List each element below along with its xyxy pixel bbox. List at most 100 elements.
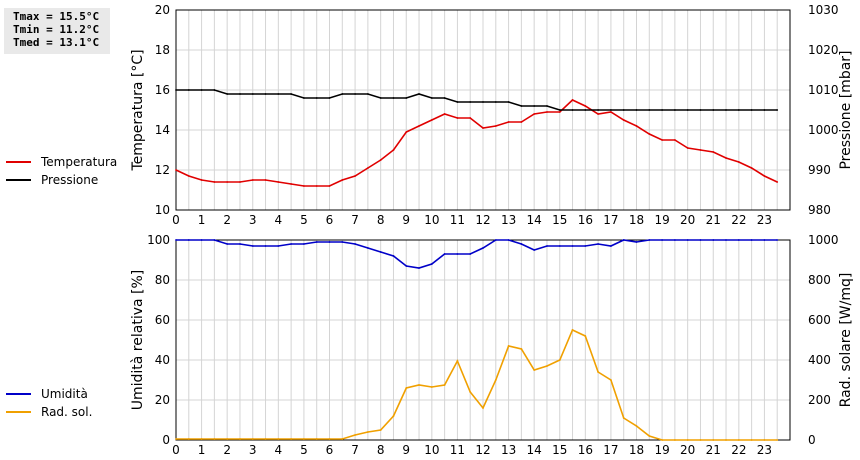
x-tick-label: 22 [731,213,746,227]
y-axis-title-right: Pressione [mbar] [838,50,854,169]
y-tick-label-right: 800 [808,273,831,287]
data-point-temperatura [392,149,395,151]
data-point-temperatura [686,147,689,149]
data-point-pressione [661,109,663,111]
data-point-temperatura [661,139,663,141]
data-point-rad-sol [392,415,395,417]
data-point-temperatura [482,127,484,129]
data-point-umidit [379,251,382,253]
x-tick-label: 7 [351,213,359,227]
data-point-rad-sol [239,438,241,440]
data-point-temperatura [187,175,190,177]
x-tick-label: 23 [757,213,772,227]
data-point-umidit [546,245,548,247]
stats-box: Tmax = 15.5°C Tmin = 11.2°C Tmed = 13.1°… [4,8,110,54]
data-point-rad-sol [303,438,305,440]
data-point-pressione [315,97,318,99]
data-point-temperatura [558,111,561,113]
data-point-umidit [635,241,638,243]
data-point-pressione [635,109,638,111]
data-point-rad-sol [661,439,663,441]
data-point-pressione [443,97,446,99]
data-point-rad-sol [290,438,292,440]
x-tick-label: 21 [706,443,721,457]
y-tick-label-left: 18 [155,43,170,57]
data-point-temperatura [712,151,715,153]
legend-swatch-umidita [6,393,31,395]
legend-item-rad-sol: Rad. sol. [6,404,92,420]
legend-item-temperatura: Temperatura [6,154,117,170]
data-point-temperatura [533,113,536,115]
x-tick-label: 14 [527,213,542,227]
data-point-rad-sol [200,438,203,440]
data-point-umidit [251,245,254,247]
data-point-pressione [546,105,548,107]
data-point-rad-sol [737,439,740,441]
x-tick-label: 16 [578,443,593,457]
data-point-rad-sol [469,391,472,393]
y-tick-label-right: 600 [808,313,831,327]
y-tick-label-right: 1010 [808,83,839,97]
legend-label-rad-sol: Rad. sol. [41,405,93,419]
y-tick-label-right: 400 [808,353,831,367]
data-point-umidit [456,253,459,255]
data-point-rad-sol [418,384,420,386]
data-point-temperatura [251,179,254,181]
data-point-pressione [328,97,331,99]
data-point-pressione [175,89,177,91]
data-point-umidit [520,243,523,245]
data-point-pressione [226,93,229,95]
x-tick-label: 17 [603,213,618,227]
data-point-temperatura [763,175,766,177]
x-tick-label: 3 [249,443,257,457]
data-point-pressione [776,109,779,111]
x-tick-label: 9 [402,443,410,457]
data-point-rad-sol [251,438,254,440]
data-point-rad-sol [712,439,715,441]
data-point-rad-sol [367,431,369,433]
data-point-rad-sol [277,438,280,440]
data-point-umidit [750,239,753,241]
x-tick-label: 1 [198,443,206,457]
data-point-umidit [507,239,510,241]
data-point-pressione [290,93,292,95]
data-point-rad-sol [763,439,766,441]
data-point-umidit [584,245,587,247]
data-point-umidit [354,243,356,245]
data-point-pressione [533,105,536,107]
data-point-pressione [648,109,651,111]
data-point-pressione [277,93,280,95]
x-tick-label: 15 [552,213,567,227]
legend-label-umidita: Umidità [41,387,88,401]
data-point-rad-sol [175,438,177,440]
y-tick-label-left: 100 [147,233,170,247]
data-point-umidit [367,247,369,249]
data-point-rad-sol [456,360,459,362]
data-point-temperatura [315,185,318,187]
data-point-umidit [213,239,216,241]
data-point-umidit [661,239,663,241]
data-point-temperatura [494,125,497,127]
data-point-umidit [341,241,344,243]
data-point-pressione [239,93,241,95]
data-point-umidit [712,239,715,241]
x-tick-label: 11 [450,213,465,227]
series-line-rad-sol [176,328,778,441]
x-tick-label: 20 [680,213,695,227]
data-point-temperatura [303,185,305,187]
data-point-pressione [418,93,420,95]
data-point-pressione [354,93,356,95]
data-point-pressione [507,101,510,103]
data-point-pressione [213,89,216,91]
data-point-temperatura [354,175,356,177]
stat-tmed: Tmed = 13.1°C [13,36,100,49]
data-point-pressione [379,97,382,99]
legend-swatch-temperatura [6,161,31,163]
data-point-temperatura [699,149,702,151]
y-tick-label-left: 80 [155,273,170,287]
data-point-temperatura [597,113,599,115]
data-point-pressione [469,101,472,103]
data-point-rad-sol [597,371,599,373]
data-point-rad-sol [533,369,536,371]
